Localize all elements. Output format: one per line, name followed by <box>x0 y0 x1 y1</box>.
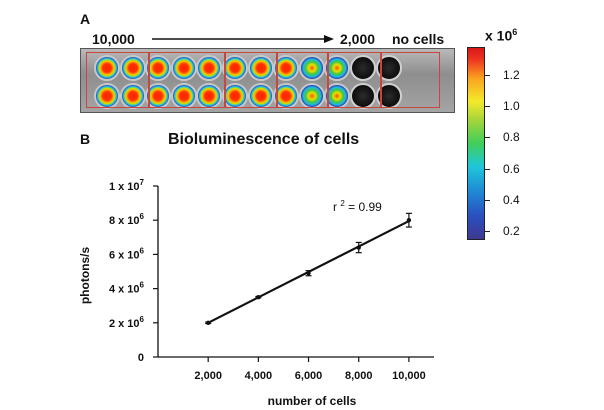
plate-well <box>196 55 223 81</box>
data-point <box>406 218 412 223</box>
plate-well <box>170 55 197 81</box>
x-tick-label: 2,000 <box>194 370 222 382</box>
label-2000-cells: 2,000 <box>340 31 376 47</box>
plate-well <box>119 83 146 109</box>
label-no-cells: no cells <box>392 31 445 47</box>
dilution-arrow <box>152 35 334 43</box>
data-point <box>356 245 361 250</box>
plate-well <box>350 83 376 109</box>
well-group-outline <box>86 52 149 108</box>
colorbar <box>467 47 485 240</box>
colorbar-tick-label: 0.4 <box>503 192 520 207</box>
plate-well <box>375 55 402 81</box>
y-tick-label: 6 x 106 <box>109 246 145 261</box>
colorbar-tick-label: 0.2 <box>503 224 520 238</box>
plate-well <box>375 83 402 109</box>
colorbar-tick-mark <box>485 231 490 232</box>
colorbar-tick-mark <box>485 199 490 201</box>
panel-b-letter: B <box>80 131 91 147</box>
label-10000-cells: 10,000 <box>92 31 135 47</box>
colorbar-tick-label: 1.0 <box>503 99 520 114</box>
plate-well <box>298 83 325 109</box>
well-group-outline <box>149 52 225 108</box>
plate-well <box>94 83 120 109</box>
colorbar-tick-label: 0.6 <box>503 161 520 176</box>
well-group-outline <box>328 52 381 108</box>
colorbar-tick-mark <box>485 168 490 170</box>
colorbar-tick-label: 1.2 <box>503 68 520 82</box>
colorbar-tick-mark <box>485 106 490 108</box>
x-tick-label: 8,000 <box>345 370 373 382</box>
plate-well <box>170 83 197 109</box>
colorbar-tick-mark <box>485 75 490 76</box>
r-squared-annotation: r 2 = 0.99 <box>333 199 382 214</box>
plate-well <box>119 55 146 81</box>
y-tick-label: 1 x 107 <box>109 178 145 193</box>
data-point <box>205 320 211 325</box>
colorbar-tick-label: 0.8 <box>503 130 520 145</box>
data-point <box>306 271 311 276</box>
colorbar-tick-mark <box>485 137 490 139</box>
y-tick-label: 2 x 106 <box>109 315 145 330</box>
plate-well <box>350 55 376 81</box>
colorbar-unit: x 106 <box>485 27 518 44</box>
y-tick-label: 0 <box>138 352 144 364</box>
x-tick-label: 6,000 <box>295 370 323 382</box>
y-tick-label: 4 x 106 <box>109 281 145 296</box>
well-group-outline <box>381 52 440 108</box>
x-tick-label: 4,000 <box>245 370 273 382</box>
plate-well <box>247 55 274 81</box>
x-axis-label: number of cells <box>268 394 357 408</box>
panel-a-letter: A <box>80 11 91 27</box>
chart-title: Bioluminescence of cells <box>168 131 360 148</box>
y-axis-label: photons/s <box>78 247 92 305</box>
x-tick-label: 10,000 <box>392 370 426 382</box>
well-plate-image <box>80 48 455 113</box>
plate-well <box>94 55 120 81</box>
data-point <box>256 294 261 300</box>
well-group-outline <box>225 52 277 108</box>
well-group-outline <box>277 52 328 108</box>
plate-well <box>298 55 325 81</box>
plate-well <box>196 83 223 109</box>
plate-well <box>222 83 248 109</box>
plate-well <box>222 55 248 81</box>
plate-well <box>247 83 274 109</box>
y-tick-label: 8 x 106 <box>109 212 145 227</box>
